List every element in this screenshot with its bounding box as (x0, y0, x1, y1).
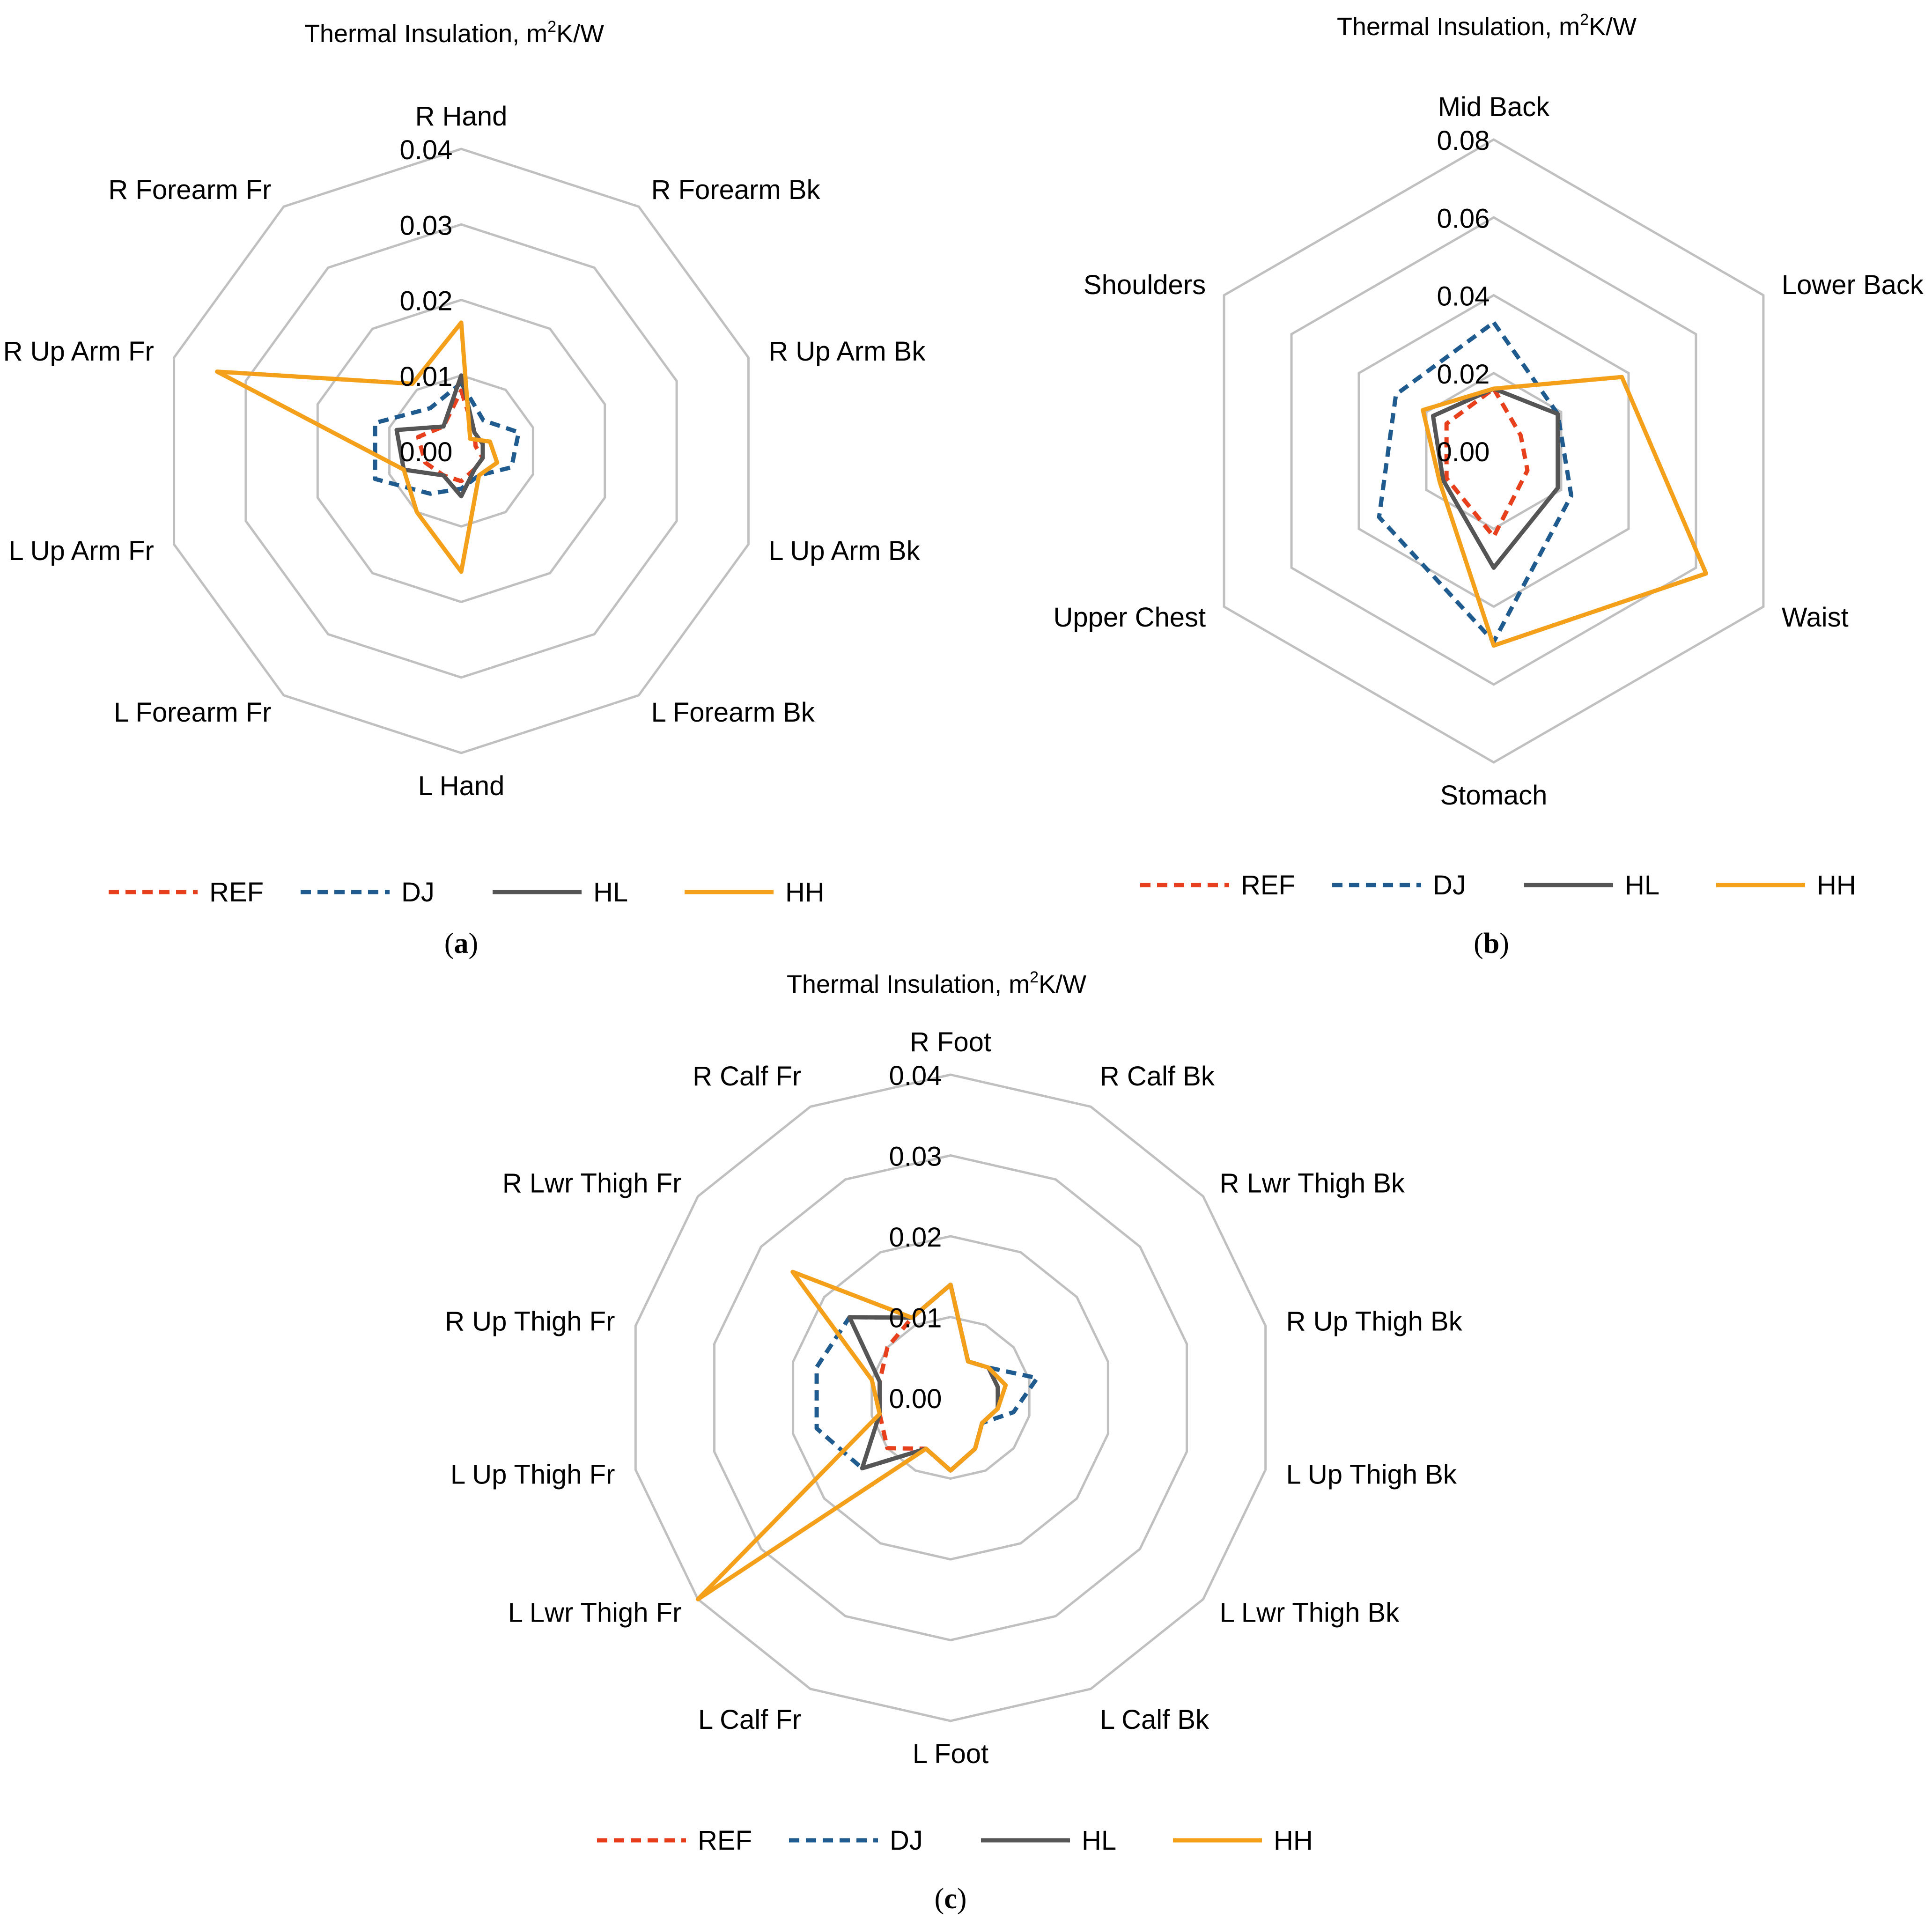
legend-label-hl-a: HL (593, 877, 628, 908)
category-label-b-upper-chest: Upper Chest (1053, 602, 1206, 633)
legend-label-ref-b: REF (1241, 870, 1295, 900)
tick-label-b-1: 0.02 (1437, 359, 1490, 390)
legend-label-hl-c: HL (1082, 1825, 1116, 1856)
tick-label-a-4: 0.04 (400, 135, 453, 165)
grid-ring-c-2 (792, 1235, 1109, 1561)
category-label-b-mid-back: Mid Back (1438, 92, 1550, 122)
series-dj-a (373, 381, 521, 496)
grid-ring-a-3 (244, 223, 678, 679)
category-label-a-l-hand: L Hand (418, 771, 505, 801)
category-label-c-l-up-thigh-bk: L Up Thigh Bk (1286, 1460, 1457, 1490)
category-label-a-l-up-arm-fr: L Up Arm Fr (8, 536, 154, 566)
category-label-b-shoulders: Shoulders (1084, 270, 1206, 300)
panel-a: Thermal Insulation, m2K/W 0.000.010.020.… (3, 18, 926, 959)
grid-ring-c-1 (870, 1315, 1031, 1480)
legend-label-ref-c: REF (698, 1825, 752, 1856)
panel-a-label: (a) (444, 928, 478, 959)
grid-ring-b-1 (1425, 371, 1563, 531)
grid-ring-b-2 (1357, 294, 1630, 608)
series-hh-a (215, 320, 500, 574)
grid-ring-b-4 (1223, 138, 1765, 764)
chart-c-title: Thermal Insulation, m2K/W (787, 968, 1086, 998)
category-label-c-r-up-thigh-bk: R Up Thigh Bk (1286, 1306, 1463, 1336)
tick-label-a-3: 0.03 (400, 210, 453, 241)
tick-label-b-4: 0.08 (1437, 125, 1490, 156)
grid-ring-c-4 (634, 1073, 1267, 1722)
legend-label-hh-c: HH (1274, 1825, 1313, 1856)
category-label-c-l-calf-fr: L Calf Fr (698, 1705, 801, 1735)
category-label-b-waist: Waist (1782, 602, 1849, 633)
category-label-c-r-lwr-thigh-bk: R Lwr Thigh Bk (1220, 1168, 1405, 1199)
category-label-a-r-hand: R Hand (415, 101, 508, 132)
panel-b-label: (b) (1474, 928, 1509, 959)
panel-b: Thermal Insulation, m2K/W 0.000.020.040.… (1053, 11, 1924, 959)
tick-label-a-2: 0.02 (400, 286, 453, 317)
category-label-c-r-lwr-thigh-fr: R Lwr Thigh Fr (502, 1168, 681, 1199)
tick-label-c-1: 0.01 (889, 1303, 942, 1334)
legend-label-ref-a: REF (209, 877, 264, 908)
grid-ring-c-3 (713, 1154, 1188, 1642)
category-label-c-r-foot: R Foot (910, 1027, 991, 1057)
legend-label-hh-b: HH (1817, 870, 1856, 900)
panel-c-label: (c) (935, 1883, 967, 1915)
category-label-c-r-calf-bk: R Calf Bk (1100, 1061, 1215, 1092)
tick-label-c-4: 0.04 (889, 1061, 942, 1091)
category-label-a-r-forearm-fr: R Forearm Fr (108, 175, 271, 205)
series-ref-a (416, 388, 485, 483)
tick-label-b-3: 0.06 (1437, 203, 1490, 234)
series-ref-b (1444, 386, 1530, 539)
legend-b: REF DJ HL HH (1140, 870, 1856, 900)
category-label-c-l-lwr-thigh-bk: L Lwr Thigh Bk (1220, 1597, 1400, 1628)
category-label-c-l-calf-bk: L Calf Bk (1100, 1705, 1209, 1735)
tick-label-b-2: 0.04 (1437, 281, 1490, 312)
radar-chart-a: 0.00 0.01 0.02 0.03 0.04R Hand R Forearm Bk R … (3, 101, 926, 801)
category-label-b-lower-back: Lower Back (1782, 270, 1924, 300)
tick-label-c-2: 0.02 (889, 1222, 942, 1253)
category-label-a-r-up-arm-fr: R Up Arm Fr (3, 336, 154, 367)
legend-label-hl-b: HL (1625, 870, 1659, 900)
tick-label-c-0: 0.00 (889, 1384, 942, 1414)
series-hh-c (696, 1269, 1008, 1601)
legend-label-dj-a: DJ (401, 877, 435, 908)
tick-label-a-1: 0.01 (400, 362, 453, 392)
legend-label-dj-c: DJ (890, 1825, 923, 1856)
tick-label-b-0: 0.00 (1437, 437, 1490, 467)
category-label-a-r-forearm-bk: R Forearm Bk (651, 175, 821, 205)
category-label-c-r-up-thigh-fr: R Up Thigh Fr (445, 1306, 615, 1336)
radar-chart-c: 0.00 0.01 0.02 0.03 0.04 R Foot R Calf Bk R Lwr… (445, 1027, 1462, 1769)
category-label-b-stomach: Stomach (1440, 780, 1548, 811)
category-label-c-l-foot: L Foot (913, 1739, 988, 1769)
series-hh-b (1421, 375, 1708, 648)
tick-label-c-3: 0.03 (889, 1142, 942, 1172)
grid-ring-b-3 (1290, 216, 1697, 686)
legend-c: REF DJ HL HH (597, 1825, 1313, 1856)
series-hl-b (1431, 386, 1560, 570)
category-label-c-r-calf-fr: R Calf Fr (693, 1061, 801, 1092)
category-label-c-l-up-thigh-fr: L Up Thigh Fr (450, 1460, 615, 1490)
grid-ring-a-4 (173, 148, 750, 754)
category-label-a-l-forearm-bk: L Forearm Bk (651, 697, 815, 728)
category-label-a-l-up-arm-bk: L Up Arm Bk (768, 536, 920, 566)
legend-a: REF DJ HL HH (109, 877, 825, 908)
category-label-a-l-forearm-fr: L Forearm Fr (114, 697, 271, 728)
panel-c: Thermal Insulation, m2K/W 0.000.010.020.… (445, 968, 1462, 1915)
legend-label-hh-a: HH (785, 877, 825, 908)
legend-label-dj-b: DJ (1433, 870, 1466, 900)
category-label-a-r-up-arm-bk: R Up Arm Bk (768, 336, 926, 367)
chart-a-title: Thermal Insulation, m2K/W (304, 18, 604, 48)
tick-label-a-0: 0.00 (400, 437, 453, 467)
chart-b-title: Thermal Insulation, m2K/W (1337, 11, 1637, 41)
category-label-c-l-lwr-thigh-fr: L Lwr Thigh Fr (508, 1597, 682, 1628)
